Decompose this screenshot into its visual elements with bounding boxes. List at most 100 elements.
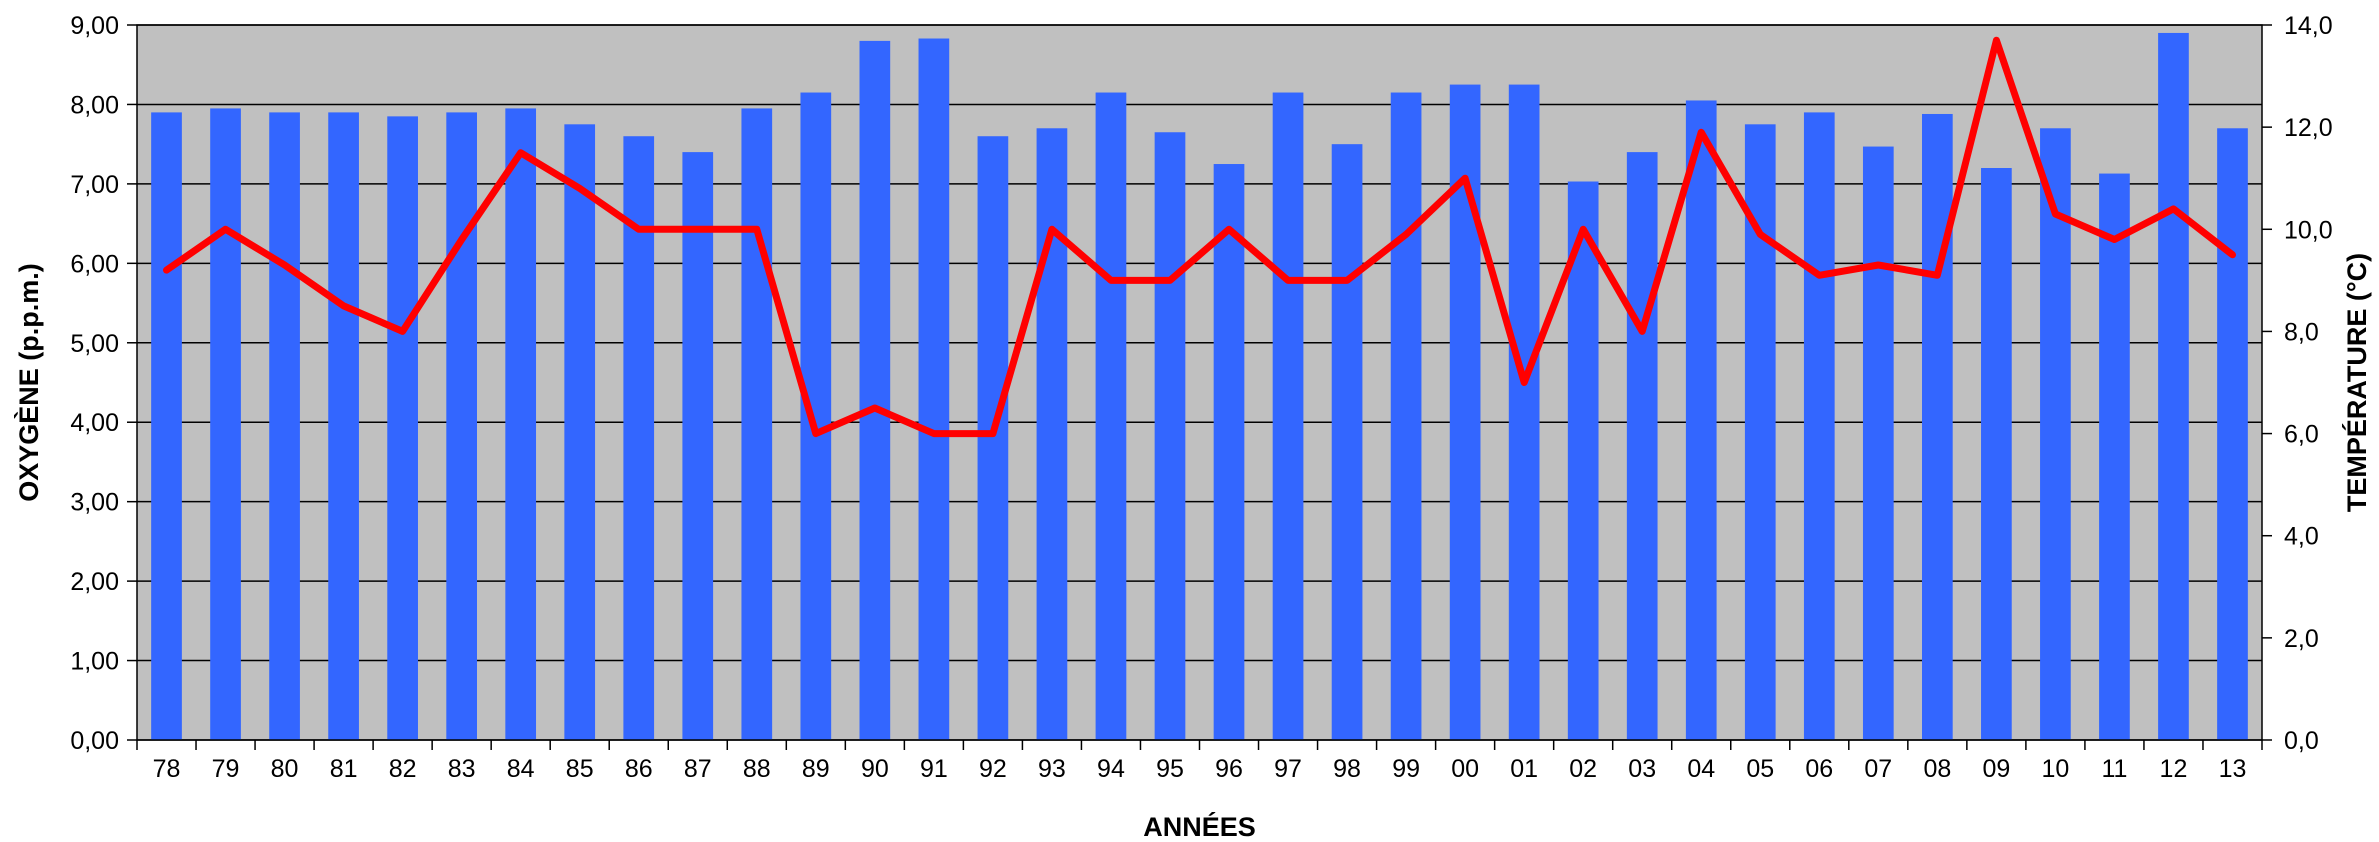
y2-tick-label: 12,0 (2284, 114, 2333, 142)
bar (1095, 92, 1127, 741)
x-tick-label: 99 (1392, 755, 1420, 783)
bar (1862, 146, 1894, 741)
bar (269, 112, 300, 740)
bar (151, 112, 182, 740)
y-tick-label: 1,00 (70, 648, 119, 676)
y2-tick-label: 8,0 (2284, 318, 2319, 346)
x-tick-label: 83 (448, 755, 476, 783)
y2-tick-label: 2,0 (2284, 625, 2319, 653)
y-tick-label: 0,00 (70, 727, 119, 755)
y2-tick-label: 4,0 (2284, 523, 2319, 551)
bar (977, 136, 1009, 740)
y2-axis-title: TEMPÉRATURE (°C) (2341, 253, 2372, 512)
y-tick-label: 5,00 (70, 330, 119, 358)
right-axis-tick-labels: 0,0 2,0 4,0 6,0 8,0 10,0 12,0 14,0 (2284, 12, 2333, 755)
bar (859, 40, 891, 740)
axes (136, 24, 2263, 741)
bar (1922, 113, 1953, 740)
x-tick-label: 06 (1805, 755, 1833, 783)
y-tick-label: 6,00 (70, 250, 119, 278)
x-tick-label: 11 (2101, 755, 2127, 783)
bar (918, 38, 950, 740)
x-tick-label: 78 (153, 755, 181, 783)
x-axis-title: ANNÉES (1143, 811, 1256, 842)
x-tick-label: 81 (330, 755, 358, 783)
y-tick-label: 8,00 (70, 91, 119, 119)
y-tick-label: 9,00 (70, 12, 119, 40)
bar (800, 92, 832, 741)
x-tick-label: 82 (389, 755, 417, 783)
bar (1508, 84, 1540, 741)
y-tick-label: 7,00 (70, 171, 119, 199)
x-tick-label: 08 (1923, 755, 1951, 783)
x-tick-label: 84 (507, 755, 535, 783)
x-tick-label: 00 (1451, 755, 1479, 783)
x-tick-label: 98 (1333, 755, 1361, 783)
x-axis-tick-labels: 78 79 80 81 82 83 84 85 86 87 88 89 90 91 92 93 94 95 96 97… (153, 755, 2247, 783)
bar (210, 108, 241, 740)
bar (2099, 173, 2130, 741)
x-tick-label: 87 (684, 755, 712, 783)
bar (1981, 168, 2012, 740)
y-tick-label: 4,00 (70, 409, 119, 437)
bar (2158, 32, 2189, 740)
bar (1803, 112, 1835, 740)
x-tick-label: 79 (212, 755, 240, 783)
y2-tick-label: 6,0 (2284, 421, 2319, 449)
x-tick-label: 80 (271, 755, 299, 783)
bar (1744, 124, 1776, 741)
x-tick-label: 02 (1569, 755, 1597, 783)
bar (1626, 152, 1658, 741)
x-tick-label: 12 (2160, 755, 2188, 783)
x-tick-label: 07 (1864, 755, 1892, 783)
x-tick-label: 92 (979, 755, 1007, 783)
x-tick-label: 04 (1687, 755, 1715, 783)
x-tick-label: 05 (1746, 755, 1774, 783)
x-tick-label: 86 (625, 755, 653, 783)
bar (1331, 144, 1363, 740)
bar (1567, 181, 1599, 740)
x-tick-label: 88 (743, 755, 771, 783)
bar (505, 108, 537, 740)
left-axis-tick-labels: 0,00 1,00 2,00 3,00 4,00 5,00 6,00 7,00 8,00 9,00 (70, 12, 119, 755)
x-tick-label: 90 (861, 755, 889, 783)
y-tick-label: 2,00 (70, 568, 119, 596)
bar (623, 136, 655, 740)
x-tick-label: 97 (1274, 755, 1302, 783)
y2-tick-label: 10,0 (2284, 216, 2333, 244)
bar (446, 112, 477, 740)
bar (682, 152, 714, 741)
bar (564, 124, 596, 741)
plot-area (137, 25, 2262, 740)
bar (1390, 92, 1422, 741)
x-tick-label: 95 (1156, 755, 1184, 783)
y2-tick-label: 14,0 (2284, 12, 2333, 40)
x-tick-label: 09 (1982, 755, 2010, 783)
x-tick-label: 01 (1510, 755, 1538, 783)
x-tick-label: 89 (802, 755, 830, 783)
x-tick-label: 94 (1097, 755, 1125, 783)
y2-tick-label: 0,0 (2284, 727, 2319, 755)
bar (1036, 128, 1068, 740)
y-axis-title: OXYGÈNE (p.p.m.) (13, 263, 44, 502)
x-tick-label: 93 (1038, 755, 1066, 783)
bar (387, 116, 418, 741)
bar (1154, 132, 1186, 740)
x-tick-label: 03 (1628, 755, 1656, 783)
x-tick-label: 96 (1215, 755, 1243, 783)
bar (1449, 84, 1481, 741)
bar (1272, 92, 1304, 741)
x-tick-label: 13 (2219, 755, 2247, 783)
bar (2040, 128, 2071, 740)
bar (1213, 164, 1245, 740)
x-tick-label: 91 (920, 755, 948, 783)
oxygen-bars (151, 32, 2248, 741)
temperature-line (163, 36, 2236, 438)
temperature-series-line (163, 36, 2236, 438)
plot-border (136, 24, 2263, 741)
y-tick-label: 3,00 (70, 489, 119, 517)
bar (741, 108, 773, 740)
x-tick-label: 85 (566, 755, 594, 783)
bar (2217, 128, 2248, 740)
x-tick-label: 10 (2041, 755, 2069, 783)
